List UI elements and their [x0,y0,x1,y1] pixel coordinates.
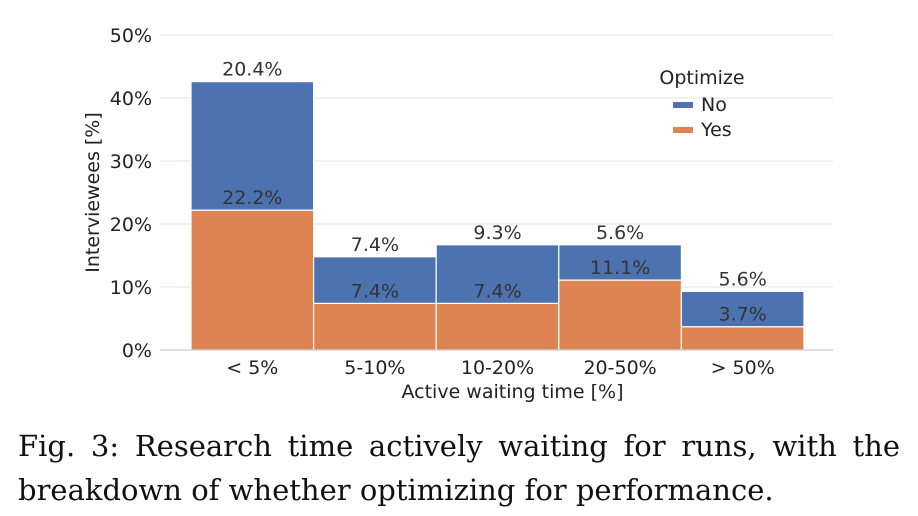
y-tick-label: 30% [110,151,152,173]
data-labels: 22.2% 20.4% 7.4% 7.4% 7.4% 9.3% 11.1% 5.6% 3.7% 5… [222,59,767,326]
x-tick-label: > 50% [711,357,775,379]
legend-label-no: No [701,94,727,116]
legend-label-yes: Yes [700,119,732,141]
stacked-bar-chart: 0% 10% 20% 30% 40% 50% < 5% 5-10% 10-20% 20-50% >… [82,25,833,403]
data-label-no: 7.4% [351,234,399,256]
bar-yes-2 [435,302,560,351]
y-tick-label: 0% [122,340,152,362]
legend-swatch-no [673,102,693,108]
y-tick-labels: 0% 10% 20% 30% 40% 50% [110,25,152,362]
bar-no-0 [190,81,315,211]
x-tick-labels: < 5% 5-10% 10-20% 20-50% > 50% [226,357,775,379]
bar-yes-4 [680,326,805,351]
x-tick-label: 5-10% [344,357,405,379]
data-label-yes: 22.2% [222,187,282,209]
legend-swatch-yes [673,127,693,133]
y-axis-label: Interviewees [%] [82,112,104,273]
figure-caption: Fig. 3: Research time actively waiting f… [18,429,900,507]
data-label-no: 9.3% [473,222,521,244]
x-tick-label: 10-20% [461,357,534,379]
x-tick-label: 20-50% [583,357,656,379]
y-tick-label: 10% [110,277,152,299]
bars [190,81,805,351]
data-label-yes: 11.1% [590,257,650,279]
bar-yes-3 [558,279,682,351]
y-tick-label: 40% [110,88,152,110]
y-tick-label: 50% [110,25,152,47]
data-label-no: 5.6% [596,222,644,244]
bar-yes-1 [313,302,437,351]
data-label-yes: 7.4% [473,280,521,302]
bar-no-3 [558,244,682,281]
data-label-no: 20.4% [222,59,282,81]
data-label-no: 5.6% [719,268,767,290]
bar-no-4 [680,290,805,328]
data-label-yes: 3.7% [719,304,767,326]
bar-no-2 [435,244,560,304]
x-tick-label: < 5% [226,357,278,379]
bar-yes-0 [190,209,315,351]
x-axis-label: Active waiting time [%] [402,381,624,403]
legend-title: Optimize [659,67,744,89]
data-label-yes: 7.4% [351,280,399,302]
legend: Optimize No Yes [659,67,744,141]
y-tick-label: 20% [110,214,152,236]
